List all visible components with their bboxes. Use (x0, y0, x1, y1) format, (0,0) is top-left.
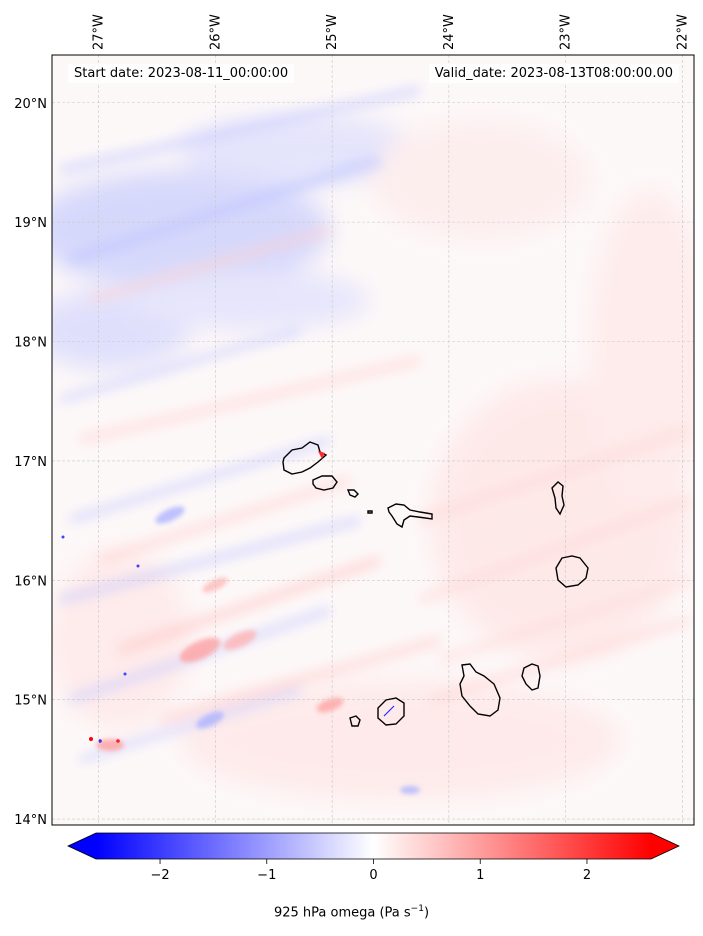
colorbar-gradient (96, 833, 651, 859)
colorbar: −2 −1 0 1 2 (67, 832, 680, 883)
lon-tick-label: 26°W (208, 14, 223, 50)
island-raso (367, 510, 373, 514)
island-sao-vicente (312, 475, 338, 491)
island-sal (551, 481, 565, 516)
colorbar-label-exponent: −1 (410, 904, 424, 914)
latitude-tick-labels: 20°N 19°N 18°N 17°N 16°N 15°N 14°N (14, 97, 47, 828)
lon-tick-label: 24°W (442, 14, 457, 50)
island-boa-vista (555, 555, 589, 588)
valid-date-label: Valid_date: 2023-08-13T08:00:00.00 (428, 64, 679, 83)
gridlines (52, 55, 694, 825)
lat-tick-label: 18°N (14, 336, 47, 351)
lon-tick-label: 22°W (675, 14, 690, 50)
lon-tick-label: 27°W (92, 14, 107, 50)
lat-tick-label: 16°N (14, 574, 47, 589)
colorbar-tick-label: 0 (369, 868, 377, 883)
colorbar-outline (67, 832, 680, 860)
island-maio (521, 663, 541, 691)
island-sao-nicolau (387, 503, 433, 529)
lat-tick-label: 17°N (14, 455, 47, 470)
colorbar-label-suffix: ) (423, 905, 430, 921)
colorbar-extend-low (68, 833, 96, 859)
map-frame (51, 54, 695, 826)
colorbar-tick-label: 1 (476, 868, 484, 883)
island-santiago (459, 663, 501, 717)
island-fogo (377, 697, 405, 726)
lon-tick-label: 23°W (559, 14, 574, 50)
colorbar-label-text: 925 hPa omega (Pa s (273, 905, 411, 921)
coastlines (282, 441, 589, 727)
omega-field (52, 85, 694, 800)
island-brava (349, 715, 361, 727)
colorbar-tick-label: −2 (150, 868, 169, 883)
island-santa-luzia (346, 489, 359, 498)
colorbar-extend-high (651, 833, 679, 859)
map-panel: 27°W 26°W 25°W 24°W 23°W 22°W 20°N 19°N 18°N 17°… (14, 14, 695, 828)
longitude-tick-labels: 27°W 26°W 25°W 24°W 23°W 22°W (92, 14, 691, 50)
start-date-label: Start date: 2023-08-11_00:00:00 (68, 64, 295, 83)
lon-tick-label: 25°W (325, 14, 340, 50)
colorbar-ticks: −2 −1 0 1 2 (150, 859, 591, 883)
colorbar-tick-label: 2 (583, 868, 591, 883)
lat-tick-label: 20°N (14, 97, 47, 112)
colorbar-label: 925 hPa omega (Pa s−1) (0, 904, 703, 920)
lat-tick-label: 14°N (14, 813, 47, 828)
colorbar-tick-label: −1 (257, 868, 276, 883)
lat-tick-label: 15°N (14, 694, 47, 709)
lat-tick-label: 19°N (14, 216, 47, 231)
